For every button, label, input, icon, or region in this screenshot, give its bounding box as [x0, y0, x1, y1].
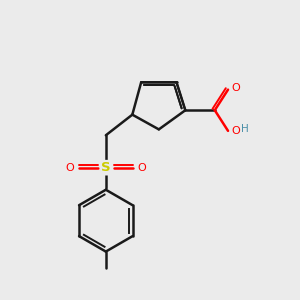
Text: O: O [232, 83, 240, 93]
Text: O: O [65, 163, 74, 173]
Text: S: S [101, 161, 111, 174]
Text: O: O [232, 126, 240, 136]
Text: O: O [137, 163, 146, 173]
Text: H: H [241, 124, 249, 134]
